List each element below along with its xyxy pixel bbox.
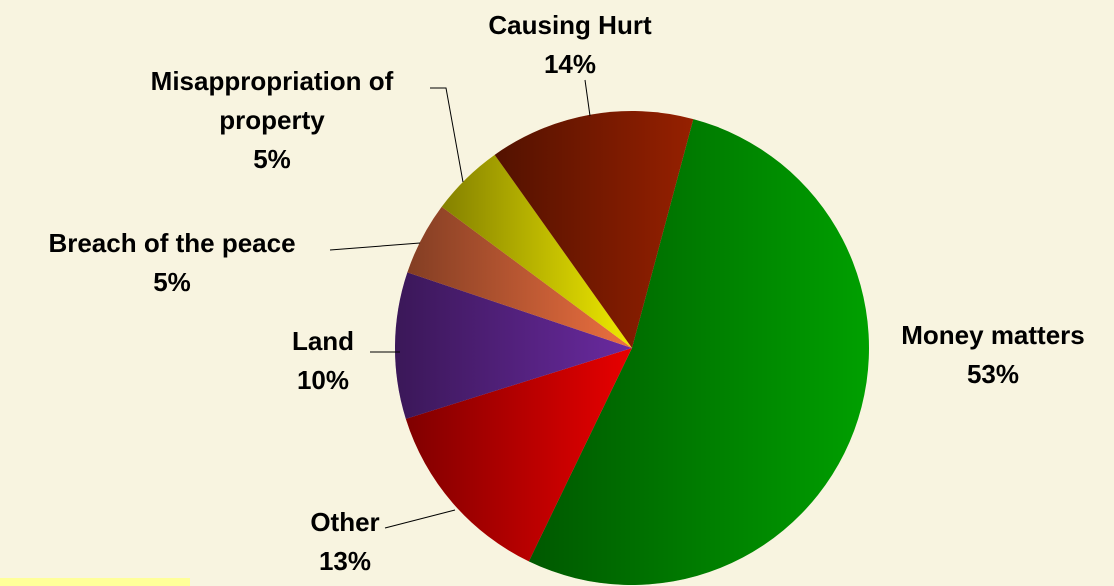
category-label: Land	[291, 326, 355, 356]
value-label: 5%	[253, 144, 291, 174]
slice-shade	[394, 272, 632, 419]
leader-line	[430, 87, 464, 183]
category-label: Misappropriation of property	[150, 66, 394, 135]
slice-shade	[528, 119, 870, 586]
category-label: Other	[310, 507, 380, 537]
category-label: Causing Hurt	[488, 10, 652, 40]
slice-label: Misappropriation of property 5%	[102, 62, 442, 179]
slice-label: Money matters 53%	[863, 316, 1114, 394]
value-label: 10%	[296, 365, 350, 395]
slice-label: Breach of the peace 5%	[2, 224, 342, 302]
slice-label: Causing Hurt 14%	[450, 6, 690, 84]
value-label: 5%	[153, 267, 191, 297]
category-label: Money matters	[901, 320, 1085, 350]
category-label: Breach of the peace	[48, 228, 296, 258]
slice-shade	[407, 206, 632, 348]
leader-line	[384, 509, 456, 529]
value-label: 14%	[543, 49, 597, 79]
highlight-bar	[0, 578, 190, 586]
value-label: 13%	[318, 546, 372, 576]
leader-line	[584, 79, 591, 117]
slice-label: Land 10%	[273, 322, 373, 400]
slice-shade	[405, 348, 632, 562]
slice-label: Other 13%	[285, 503, 405, 581]
slice-shade	[494, 111, 694, 348]
leader-line	[329, 242, 421, 251]
value-label: 53%	[966, 359, 1020, 389]
slice-shade	[441, 154, 632, 348]
